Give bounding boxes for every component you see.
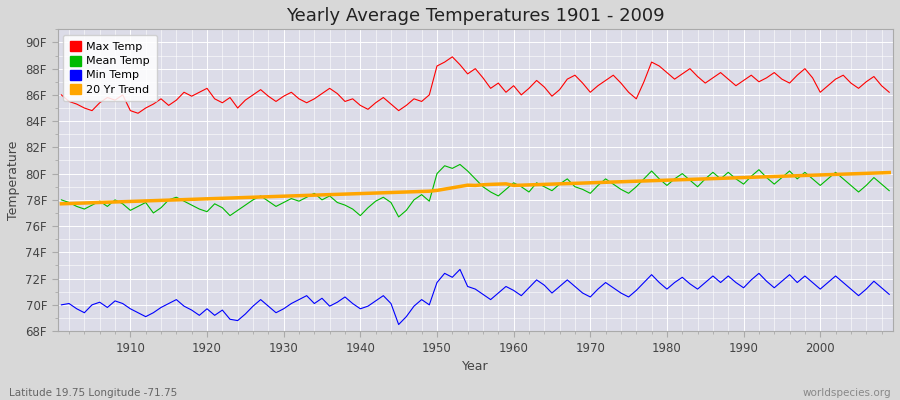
Title: Yearly Average Temperatures 1901 - 2009: Yearly Average Temperatures 1901 - 2009 — [286, 7, 664, 25]
X-axis label: Year: Year — [462, 360, 489, 373]
Legend: Max Temp, Mean Temp, Min Temp, 20 Yr Trend: Max Temp, Mean Temp, Min Temp, 20 Yr Tre… — [63, 35, 157, 101]
Text: worldspecies.org: worldspecies.org — [803, 388, 891, 398]
Y-axis label: Temperature: Temperature — [7, 140, 20, 220]
Text: Latitude 19.75 Longitude -71.75: Latitude 19.75 Longitude -71.75 — [9, 388, 177, 398]
